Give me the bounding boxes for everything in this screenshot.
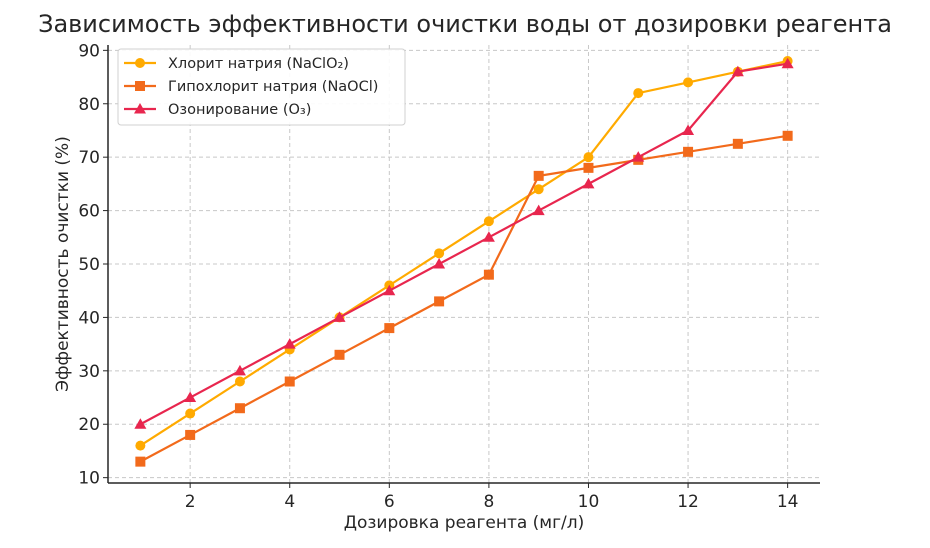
triangle-marker [383, 284, 396, 296]
legend-item: Гипохлорит натрия (NaOCl) [124, 79, 378, 95]
y-tick-label: 80 [78, 95, 100, 115]
square-marker [533, 170, 544, 181]
triangle-marker [482, 231, 495, 242]
y-tick-label: 50 [78, 255, 100, 275]
y-tick-label: 70 [78, 148, 100, 168]
legend-item: Хлорит натрия (NaClO₂) [124, 56, 349, 72]
circle-marker [135, 440, 146, 451]
y-tick-label: 20 [78, 415, 100, 435]
circle-marker [185, 408, 196, 419]
square-marker [732, 138, 743, 149]
y-tick-label: 60 [78, 202, 100, 222]
triangle-marker [582, 177, 595, 189]
circle-marker [683, 77, 694, 88]
triangle-marker [333, 311, 346, 322]
series-path [139, 59, 788, 447]
square-marker [135, 81, 145, 91]
x-tick-label: 12 [677, 492, 699, 512]
triangle-marker [433, 258, 446, 269]
circle-marker [434, 248, 445, 259]
series-path [139, 62, 788, 426]
square-marker [384, 323, 395, 334]
square-marker [583, 162, 594, 173]
series-line [134, 57, 794, 429]
series-line [135, 130, 793, 467]
x-tick-label: 2 [185, 492, 196, 512]
square-marker [284, 376, 295, 387]
square-marker [334, 349, 345, 360]
y-tick-label: 90 [78, 41, 100, 61]
chart-title: Зависимость эффективности очистки воды о… [38, 10, 892, 38]
circle-marker [533, 184, 544, 195]
x-tick-label: 4 [284, 492, 295, 512]
x-tick-label: 14 [777, 492, 799, 512]
y-tick-label: 30 [78, 362, 100, 382]
triangle-marker [134, 103, 146, 114]
y-axis-label: Эффективность очистки (%) [53, 136, 73, 392]
x-tick-label: 10 [578, 492, 600, 512]
square-marker [135, 456, 146, 467]
square-marker [234, 403, 245, 414]
square-marker [683, 146, 694, 157]
circle-marker [483, 216, 494, 227]
data-series [134, 56, 794, 467]
series-path [139, 134, 788, 463]
triangle-marker [682, 124, 695, 135]
square-marker [434, 296, 445, 307]
square-marker [782, 130, 793, 141]
triangle-marker [283, 338, 296, 349]
x-tick-label: 6 [384, 492, 395, 512]
circle-marker [583, 152, 594, 163]
triangle-marker [731, 65, 744, 77]
circle-marker [234, 376, 245, 387]
legend-label: Озонирование (O₃) [168, 102, 311, 118]
circle-marker [135, 58, 145, 68]
triangle-marker [134, 418, 147, 429]
triangle-marker [184, 391, 197, 403]
circle-marker [633, 88, 644, 99]
triangle-marker [632, 151, 645, 162]
y-tick-label: 40 [78, 308, 100, 328]
legend: Хлорит натрия (NaClO₂) Гипохлорит натрия … [117, 48, 406, 126]
triangle-marker [532, 204, 545, 216]
legend-label: Гипохлорит натрия (NaOCl) [168, 79, 378, 95]
triangle-marker [233, 364, 246, 376]
legend-item: Озонирование (O₃) [124, 102, 311, 118]
x-axis-label: Дозировка реагента (мг/л) [344, 513, 585, 533]
legend-label: Хлорит натрия (NaClO₂) [168, 56, 349, 72]
axes: 2 4 6 8 10 12 14 10 20 30 40 50 60 70 80 90 [78, 41, 820, 512]
x-tick-label: 8 [483, 492, 494, 512]
square-marker [483, 269, 494, 280]
square-marker [185, 429, 196, 440]
y-tick-label: 10 [78, 469, 100, 489]
legend-box [117, 48, 406, 126]
triangle-marker [781, 57, 794, 69]
